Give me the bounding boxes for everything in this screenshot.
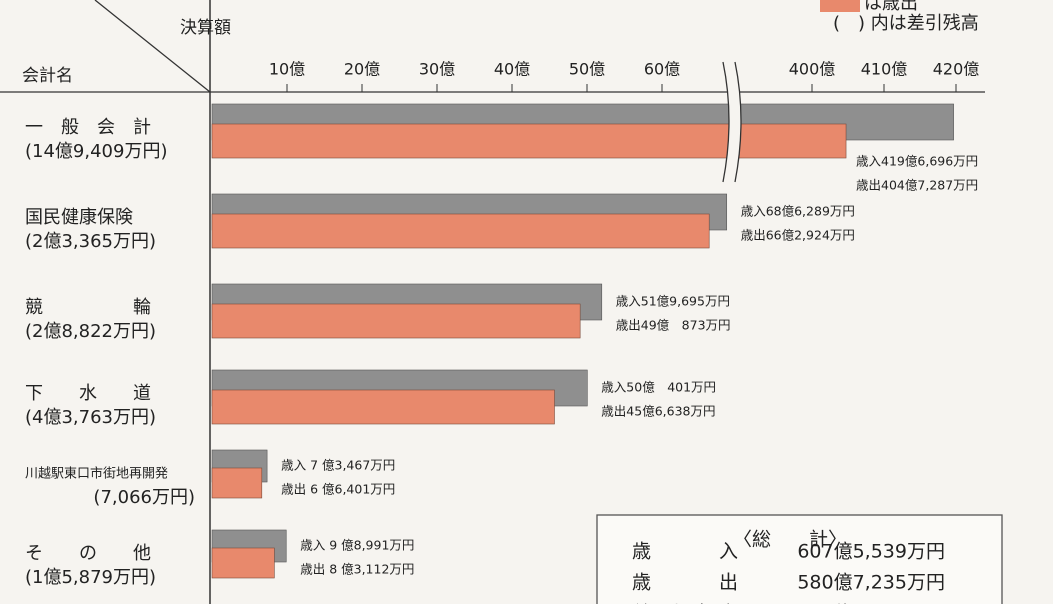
bar-expenditure bbox=[212, 390, 554, 424]
x-tick-label: 60億 bbox=[644, 60, 680, 79]
category-label: 一 般 会 計 bbox=[25, 117, 151, 138]
value-label: 歳出 8 億3,112万円 bbox=[300, 562, 414, 577]
value-label: 歳出404億7,287万円 bbox=[856, 178, 978, 193]
category-note: (14億9,409万円) bbox=[25, 141, 167, 162]
value-label: 歳出49億 873万円 bbox=[616, 318, 731, 333]
value-label: 歳入 7 億3,467万円 bbox=[281, 458, 395, 473]
x-tick-label: 50億 bbox=[569, 60, 605, 79]
value-label: 歳入 9 億8,991万円 bbox=[300, 538, 414, 553]
category-note: (1億5,879万円) bbox=[25, 567, 156, 588]
category-note: (7,066万円) bbox=[93, 487, 195, 508]
legend-note: ( ) 内は差引残高 bbox=[833, 13, 979, 34]
legend-swatch bbox=[820, 0, 860, 12]
value-label: 歳出66億2,924万円 bbox=[741, 228, 855, 243]
bar-expenditure bbox=[212, 548, 274, 578]
x-tick-label: 420億 bbox=[933, 60, 980, 79]
category-note: (2億8,822万円) bbox=[25, 321, 156, 342]
x-tick-label: 30億 bbox=[419, 60, 455, 79]
value-label: 歳出45億6,638万円 bbox=[601, 404, 715, 419]
value-label: 歳入68億6,289万円 bbox=[741, 204, 855, 219]
category-note: (2億3,365万円) bbox=[25, 231, 156, 252]
value-label: 歳入419億6,696万円 bbox=[856, 154, 978, 169]
bar-expenditure bbox=[212, 214, 709, 248]
chart: 決算額 会計名 は歳出 ( ) 内は差引残高 〈総 計〉 10億20億30億40… bbox=[0, 0, 1053, 604]
category-label: 川越駅東口市街地再開発 bbox=[25, 466, 168, 482]
bar-expenditure bbox=[212, 304, 580, 338]
totals-row-value: 580億7,235万円 bbox=[797, 572, 945, 594]
category-label: 下 水 道 bbox=[25, 383, 151, 404]
value-label: 歳入51億9,695万円 bbox=[616, 294, 730, 309]
legend-label: は歳出 bbox=[864, 0, 918, 14]
x-axis-label: 決算額 bbox=[180, 18, 231, 38]
category-note: (4億3,763万円) bbox=[25, 407, 156, 428]
totals-row-value: 607億5,539万円 bbox=[797, 541, 945, 563]
value-label: 歳出 6 億6,401万円 bbox=[281, 482, 395, 497]
category-label: そ の 他 bbox=[25, 543, 151, 564]
value-label: 歳入50億 401万円 bbox=[601, 380, 716, 395]
x-tick-label: 10億 bbox=[269, 60, 305, 79]
bar-expenditure bbox=[212, 468, 262, 498]
x-tick-label: 400億 bbox=[789, 60, 836, 79]
x-tick-label: 20億 bbox=[344, 60, 380, 79]
x-tick-label: 40億 bbox=[494, 60, 530, 79]
category-label: 国民健康保険 bbox=[25, 207, 133, 228]
x-tick-label: 410億 bbox=[861, 60, 908, 79]
category-label: 競 輪 bbox=[25, 297, 151, 318]
category-axis-label: 会計名 bbox=[22, 66, 73, 86]
bar-expenditure bbox=[212, 124, 846, 158]
